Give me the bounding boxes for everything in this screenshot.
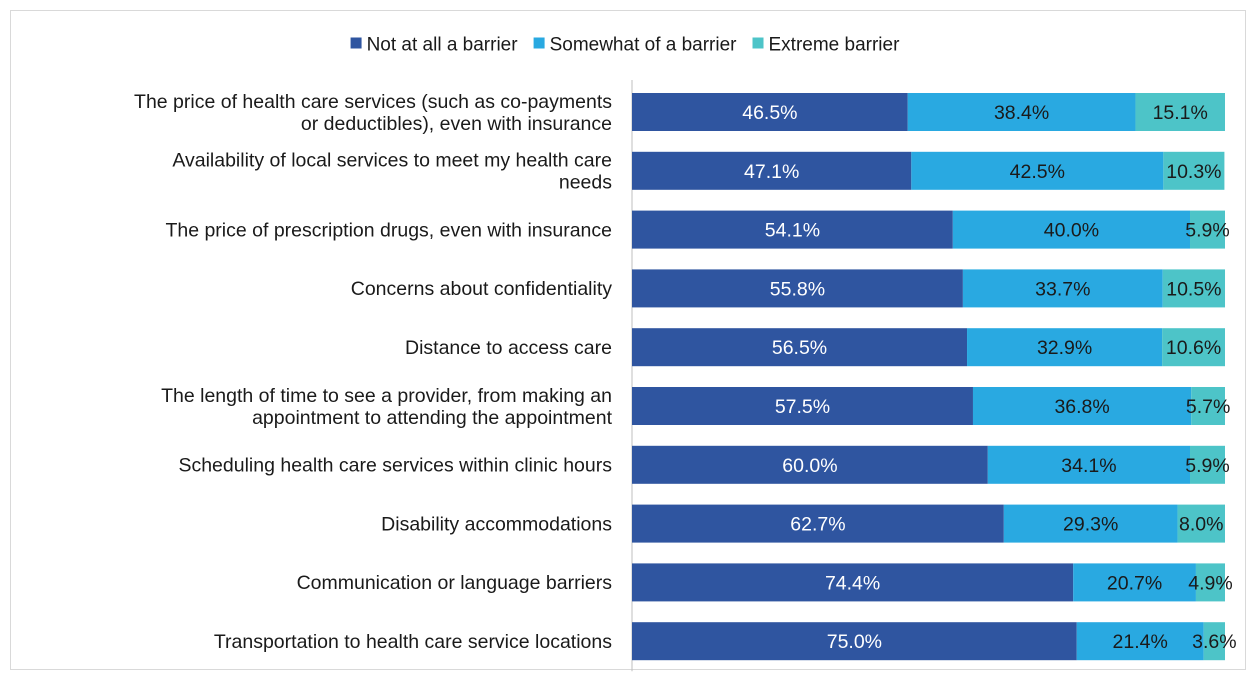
bar-segment xyxy=(1135,93,1225,131)
data-label: 40.0% xyxy=(1044,220,1099,242)
bar-segment xyxy=(1163,151,1225,190)
data-label: 42.5% xyxy=(1010,161,1065,183)
category-label: Availability of local services to meet m… xyxy=(172,150,612,194)
bars: 46.5% 38.4% 15.1% 47.1% 42.5% 10.3% 54.1% 40.0%… xyxy=(632,93,1237,661)
data-label: 10.3% xyxy=(1166,161,1221,183)
bar-segment xyxy=(632,387,973,425)
bar-segment xyxy=(1190,445,1225,484)
data-label: 21.4% xyxy=(1113,631,1168,653)
bar-segment xyxy=(632,563,1074,602)
data-label: 5.9% xyxy=(1185,455,1229,477)
bar-segment xyxy=(1203,622,1225,661)
bar-segment xyxy=(632,328,968,367)
bar-segment xyxy=(1076,622,1204,661)
legend-label: Extreme barrier xyxy=(769,35,901,56)
bar-segment xyxy=(907,93,1136,131)
category-label: The price of prescription drugs, even wi… xyxy=(165,219,612,241)
bar-segment xyxy=(632,445,988,484)
category-label: Concerns about confidentiality xyxy=(351,278,612,300)
category-label: Communication or language barriers xyxy=(297,572,613,594)
category-label: The price of health care services (such … xyxy=(134,91,612,135)
bar-segment xyxy=(1195,563,1225,602)
data-label: 4.9% xyxy=(1188,572,1232,594)
bar-segment xyxy=(987,445,1191,484)
legend: Not at all a barrier Somewhat of a barrie… xyxy=(350,35,901,56)
data-label: 74.4% xyxy=(825,572,880,594)
data-label: 33.7% xyxy=(1035,278,1090,300)
bar-segment xyxy=(632,504,1004,543)
bar-segment xyxy=(1003,504,1178,543)
bar-segment xyxy=(952,210,1191,249)
bar-segment xyxy=(967,328,1163,367)
data-label: 57.5% xyxy=(775,396,830,418)
data-label: 29.3% xyxy=(1063,514,1118,536)
category-labels: The price of health care services (such … xyxy=(134,91,613,653)
bar-segment xyxy=(1162,328,1225,367)
data-label: 10.5% xyxy=(1166,278,1221,300)
legend-swatch xyxy=(350,37,362,49)
data-label: 10.6% xyxy=(1166,337,1221,359)
data-label: 5.7% xyxy=(1186,396,1230,418)
bar-segment xyxy=(962,269,1163,308)
data-label: 38.4% xyxy=(994,102,1049,124)
data-label: 54.1% xyxy=(765,220,820,242)
chart-frame xyxy=(10,10,1246,670)
bar-segment xyxy=(632,210,953,249)
bar-segment xyxy=(1177,504,1225,543)
data-label: 15.1% xyxy=(1153,102,1208,124)
bar-segment xyxy=(911,151,1164,190)
bar-segment xyxy=(1073,563,1196,602)
bar-segment xyxy=(632,93,908,131)
legend-label: Not at all a barrier xyxy=(367,35,519,56)
data-label: 46.5% xyxy=(742,102,797,124)
bar-segment xyxy=(632,622,1077,661)
data-label: 8.0% xyxy=(1179,514,1223,536)
data-label: 62.7% xyxy=(790,514,845,536)
category-label: Scheduling health care services within c… xyxy=(178,455,612,477)
legend-label: Somewhat of a barrier xyxy=(550,35,738,56)
category-label: The length of time to see a provider, fr… xyxy=(161,385,612,429)
data-label: 5.9% xyxy=(1185,220,1229,242)
bar-segment xyxy=(1190,210,1225,249)
data-label: 20.7% xyxy=(1107,572,1162,594)
bar-segment xyxy=(972,387,1192,425)
data-label: 75.0% xyxy=(827,631,882,653)
data-label: 56.5% xyxy=(772,337,827,359)
data-label: 34.1% xyxy=(1061,455,1116,477)
bar-segment xyxy=(632,269,963,308)
legend-swatch xyxy=(752,37,764,49)
category-label: Disability accommodations xyxy=(381,513,612,535)
data-label: 47.1% xyxy=(744,161,799,183)
data-label: 55.8% xyxy=(770,278,825,300)
data-label: 60.0% xyxy=(782,455,837,477)
category-label: Transportation to health care service lo… xyxy=(214,631,612,653)
bar-segment xyxy=(1162,269,1226,308)
data-label: 36.8% xyxy=(1054,396,1109,418)
category-label: Distance to access care xyxy=(405,337,612,359)
legend-swatch xyxy=(533,37,545,49)
data-label: 3.6% xyxy=(1192,631,1236,653)
bar-segment xyxy=(1191,387,1225,425)
data-label: 32.9% xyxy=(1037,337,1092,359)
bar-segment xyxy=(632,151,912,190)
